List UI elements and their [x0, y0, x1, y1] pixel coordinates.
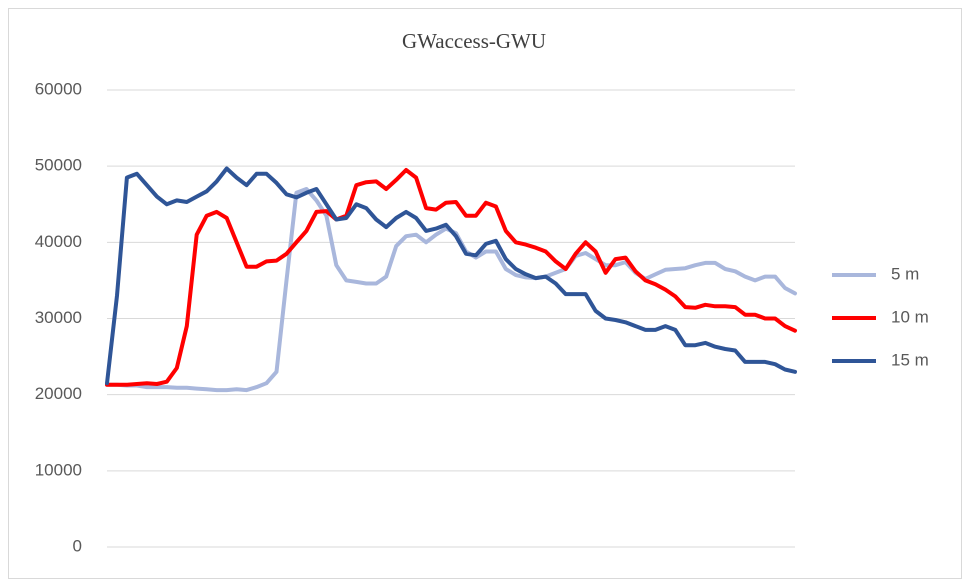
- y-tick-label: 40000: [35, 232, 82, 251]
- y-tick-label: 30000: [35, 308, 82, 327]
- line-series: [105, 166, 797, 386]
- y-tick-label: 60000: [35, 79, 82, 98]
- y-tick-label: 20000: [35, 384, 82, 403]
- line-series: [105, 168, 797, 387]
- chart-title: GWaccess-GWU: [402, 29, 546, 53]
- y-tick-label: 0: [73, 536, 82, 555]
- y-tick-label: 10000: [35, 460, 82, 479]
- legend-label: 15 m: [891, 350, 929, 369]
- legend-label: 10 m: [891, 307, 929, 326]
- legend-label: 5 m: [891, 264, 919, 283]
- y-tick-label: 50000: [35, 156, 82, 175]
- chart-border: [8, 8, 962, 579]
